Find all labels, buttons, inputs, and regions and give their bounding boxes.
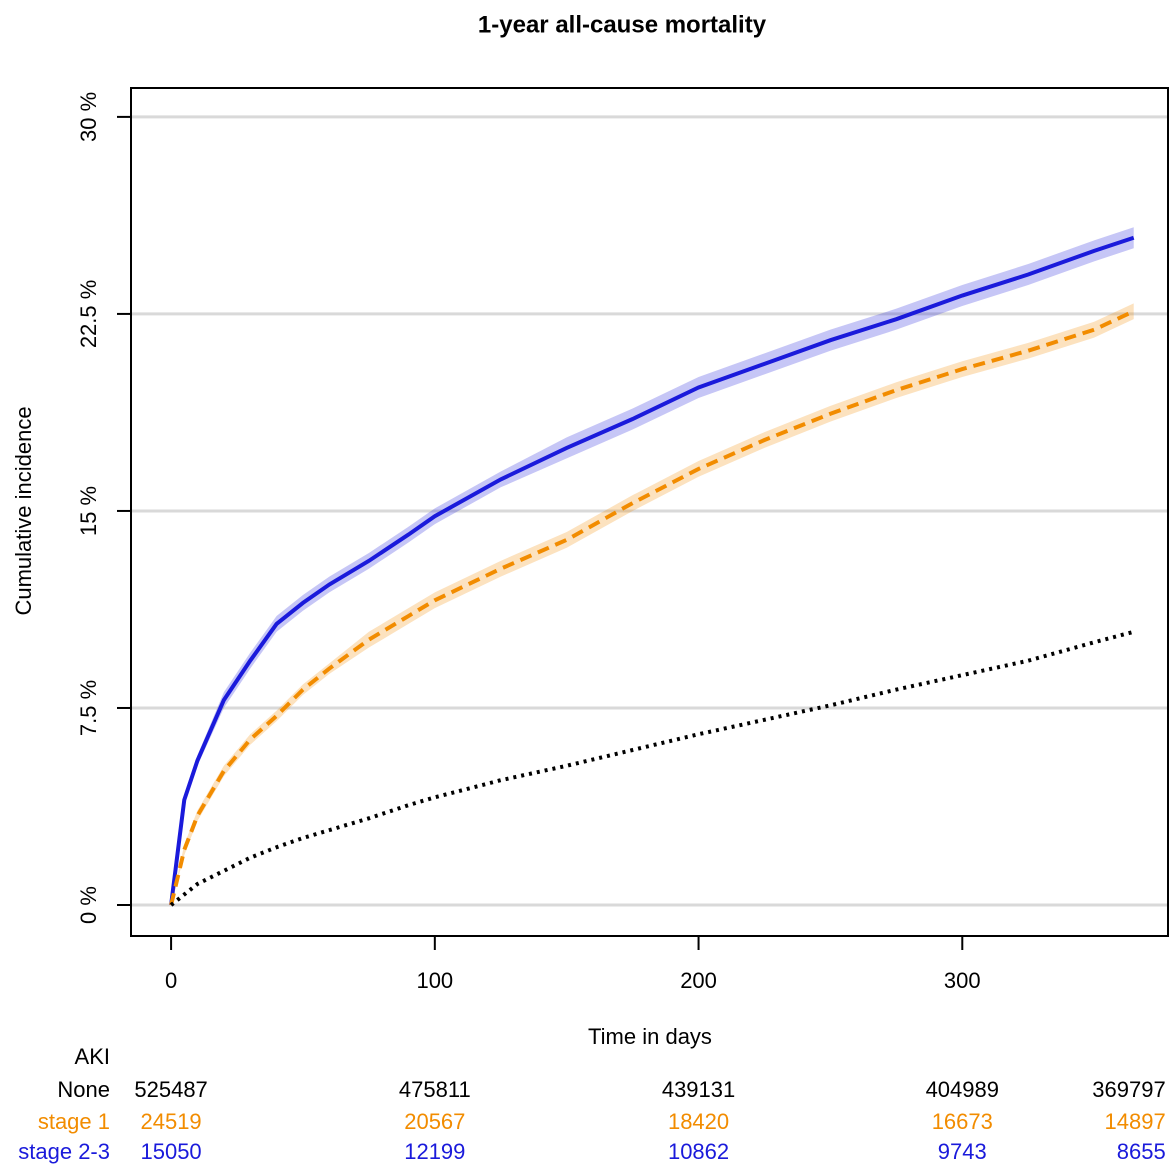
risk-row-label: None xyxy=(57,1077,110,1102)
risk-count: 10862 xyxy=(668,1139,729,1164)
series-line xyxy=(169,629,1135,907)
x-axis-label: Time in days xyxy=(588,1024,712,1049)
chart-title: 1-year all-cause mortality xyxy=(478,11,767,38)
risk-count: 20567 xyxy=(404,1109,465,1134)
y-tick-label: 7.5 % xyxy=(76,680,101,736)
risk-count: 404989 xyxy=(926,1077,999,1102)
confidence-band xyxy=(171,227,1134,906)
risk-count: 525487 xyxy=(134,1077,207,1102)
risk-table-title: AKI xyxy=(75,1044,110,1069)
risk-count: 18420 xyxy=(668,1109,729,1134)
risk-count: 12199 xyxy=(404,1139,465,1164)
plot-frame xyxy=(130,87,1169,937)
risk-count: 16673 xyxy=(932,1109,993,1134)
risk-count: 15050 xyxy=(140,1139,201,1164)
y-tick-label: 30 % xyxy=(76,92,101,142)
series-line xyxy=(169,309,1135,906)
y-tick-label: 0 % xyxy=(76,886,101,924)
x-tick-label: 0 xyxy=(165,968,177,993)
risk-count: 24519 xyxy=(140,1109,201,1134)
y-tick-label: 22.5 % xyxy=(76,280,101,349)
risk-count: 9743 xyxy=(938,1139,987,1164)
risk-count: 369797 xyxy=(1092,1077,1165,1102)
x-tick-label: 200 xyxy=(680,968,717,993)
x-tick-label: 100 xyxy=(416,968,453,993)
risk-count: 8655 xyxy=(1117,1139,1166,1164)
x-tick-label: 300 xyxy=(944,968,981,993)
risk-count: 475811 xyxy=(399,1077,471,1102)
risk-row-label: stage 1 xyxy=(38,1109,110,1134)
confidence-band xyxy=(171,303,1134,906)
risk-row-label: stage 2-3 xyxy=(18,1139,110,1164)
series-line xyxy=(169,235,1135,906)
y-tick-label: 15 % xyxy=(76,486,101,536)
risk-count: 14897 xyxy=(1105,1109,1166,1134)
risk-count: 439131 xyxy=(662,1077,735,1102)
y-axis-label: Cumulative incidence xyxy=(11,406,36,615)
